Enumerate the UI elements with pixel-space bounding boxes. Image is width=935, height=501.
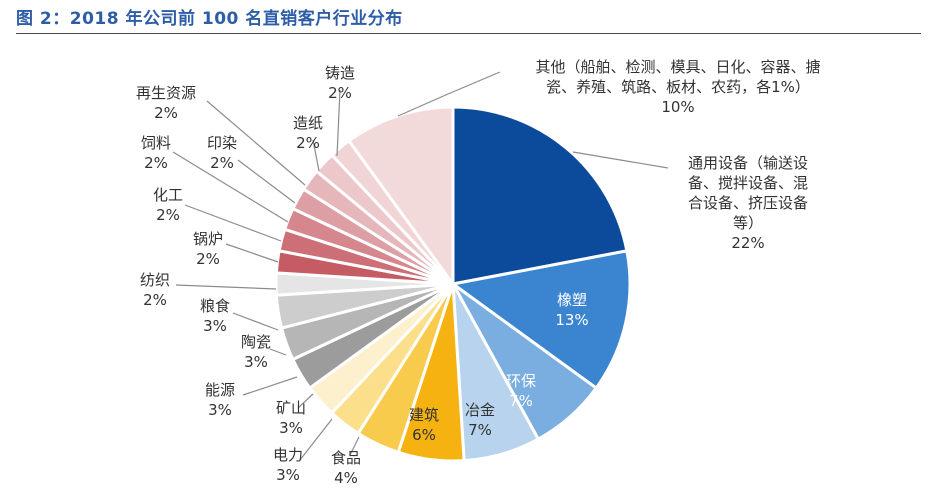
slice-category: 饲料	[141, 134, 171, 152]
leader-line-12	[175, 284, 277, 290]
slice-value: 2%	[296, 134, 320, 152]
figure-title: 图 2：2018 年公司前 100 名直销客户行业分布	[16, 9, 403, 29]
slice-category: 电力	[273, 446, 303, 464]
slice-value: 3%	[203, 317, 227, 335]
slice-label-能源: 能源 3%	[205, 381, 235, 419]
slice-value: 3%	[276, 466, 300, 484]
slice-value: 3%	[279, 419, 303, 437]
leader-line-9	[242, 376, 298, 396]
pie-slice-2	[451, 249, 632, 390]
slice-category: 橡塑	[557, 291, 587, 309]
leader-line-16	[237, 159, 296, 204]
slice-value: 2%	[328, 84, 352, 102]
slice-label-环保: 环保 7%	[506, 372, 536, 410]
slice-label-陶瓷: 陶瓷 3%	[241, 333, 271, 371]
slice-category: 印染	[207, 134, 237, 152]
slice-label-其他-船舶-检测-模具-日化-容器-搪: 其他（船舶、检测、模具、日化、容器、搪瓷、养殖、筑路、板材、农药，各1%） 10%	[535, 58, 820, 116]
slice-value: 2%	[196, 250, 220, 268]
slice-category: 再生资源	[136, 84, 196, 102]
slice-category: 食品	[331, 449, 361, 467]
slice-label-建筑: 建筑 6%	[409, 406, 439, 444]
title-divider	[16, 33, 921, 34]
slice-category: 造纸	[293, 114, 323, 132]
slice-category: 矿山	[276, 399, 306, 417]
slice-value: 6%	[412, 426, 436, 444]
slice-value: 22%	[731, 234, 764, 252]
slice-label-铸造: 铸造 2%	[325, 64, 355, 102]
leader-line-11	[232, 312, 279, 331]
slice-value: 2%	[156, 206, 180, 224]
slice-label-通用设备-输送设: 通用设备（输送设备、搅拌设备、混合设备、挤压设备等） 22%	[688, 154, 808, 252]
slice-label-锅炉: 锅炉 2%	[193, 230, 223, 268]
slice-value: 7%	[468, 421, 492, 439]
leader-line-20	[397, 71, 501, 117]
slice-label-橡塑: 橡塑 13%	[555, 291, 588, 329]
slice-value: 2%	[143, 291, 167, 309]
slice-value: 3%	[208, 401, 232, 419]
slice-value: 2%	[154, 104, 178, 122]
slice-label-粮食: 粮食 3%	[200, 297, 230, 335]
slice-label-再生资源: 再生资源 2%	[136, 84, 196, 122]
leader-line-13	[225, 243, 279, 263]
slice-label-纺织: 纺织 2%	[140, 271, 170, 309]
slice-label-食品: 食品 4%	[331, 449, 361, 487]
slice-value: 4%	[334, 469, 358, 487]
leader-line-14	[184, 204, 282, 242]
slice-category: 备、搅拌设备、混	[688, 174, 808, 192]
slice-category: 能源	[205, 381, 235, 399]
slice-label-冶金: 冶金 7%	[465, 401, 495, 439]
leader-line-19	[336, 89, 341, 157]
slice-category: 瓷、养殖、筑路、板材、农药，各1%）	[546, 78, 810, 96]
leader-line-18	[312, 139, 320, 172]
slice-category: 锅炉	[193, 230, 223, 248]
leader-line-7	[299, 418, 333, 461]
slice-category: 陶瓷	[241, 333, 271, 351]
slice-category: 纺织	[140, 271, 170, 289]
slice-value: 2%	[210, 154, 234, 172]
slice-label-电力: 电力 3%	[273, 446, 303, 484]
slice-category: 冶金	[465, 401, 495, 419]
slice-category: 合设备、挤压设备	[688, 194, 808, 212]
slice-category: 环保	[506, 372, 536, 390]
slice-category: 其他（船舶、检测、模具、日化、容器、搪	[535, 58, 820, 76]
slice-value: 13%	[555, 311, 588, 329]
slice-category: 等）	[733, 214, 763, 232]
slice-label-矿山: 矿山 3%	[276, 399, 306, 437]
slice-category: 通用设备（输送设	[688, 154, 808, 172]
pie-slice-1	[451, 105, 629, 286]
slice-category: 建筑	[409, 406, 439, 424]
slice-label-化工: 化工 2%	[153, 186, 183, 224]
leader-line-17	[206, 100, 306, 186]
slice-category: 铸造	[325, 64, 355, 82]
slice-label-造纸: 造纸 2%	[293, 114, 323, 152]
leader-line-10	[269, 348, 287, 356]
slice-value: 2%	[144, 154, 168, 172]
slice-label-印染: 印染 2%	[207, 134, 237, 172]
leader-line-15	[172, 151, 289, 223]
slice-value: 3%	[244, 353, 268, 371]
leader-line-6	[349, 436, 360, 456]
leader-line-1	[572, 151, 669, 169]
slice-value: 10%	[661, 98, 694, 116]
slice-category: 化工	[153, 186, 183, 204]
slice-value: 7%	[509, 392, 533, 410]
slice-category: 粮食	[200, 297, 230, 315]
leader-line-8	[297, 393, 314, 409]
slice-label-饲料: 饲料 2%	[141, 134, 171, 172]
